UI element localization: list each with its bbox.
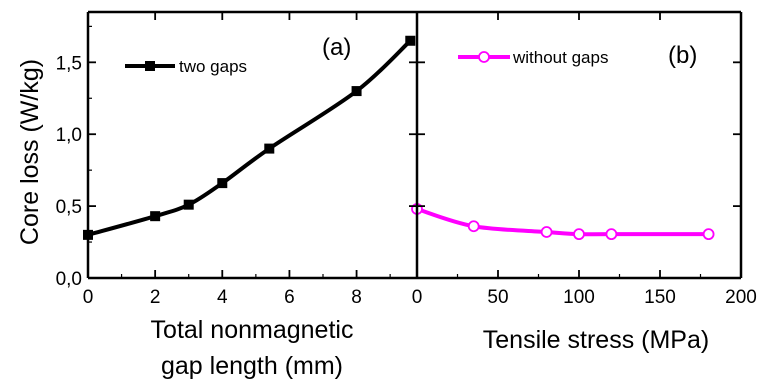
x-axis-title-a-line2: gap length (mm) xyxy=(161,352,343,380)
data-point-two-gaps xyxy=(150,211,161,222)
x-tick-label-b: 50 xyxy=(487,287,508,308)
x-tick-label-a: 2 xyxy=(150,287,161,308)
legend-marker-without-gaps xyxy=(478,51,490,63)
y-tick-label: 0,5 xyxy=(56,197,82,218)
data-point-two-gaps xyxy=(183,199,194,210)
data-point-without-gaps xyxy=(540,226,553,238)
x-tick-label-a: 6 xyxy=(284,287,295,308)
x-axis-title-a-line1: Total nonmagnetic xyxy=(151,316,354,344)
panel-b: 0 50 100 150 200 without gaps xyxy=(411,12,757,308)
data-point-without-gaps xyxy=(573,228,585,241)
panel-label-a: (a) xyxy=(322,34,351,61)
data-point-without-gaps xyxy=(605,228,618,241)
x-tick-label-a: 0 xyxy=(83,287,94,308)
data-point-without-gaps xyxy=(702,228,715,241)
x-tick-label-b: 0 xyxy=(412,287,423,308)
x-tick-label-b: 100 xyxy=(563,287,595,308)
x-tick-label-b: 150 xyxy=(644,287,676,308)
x-tick-label-a: 8 xyxy=(351,287,362,308)
panel-a: 0 2 4 6 8 two gaps xyxy=(83,12,416,308)
data-point-two-gaps xyxy=(217,178,228,189)
x-tick-label-b: 200 xyxy=(725,287,757,308)
data-point-two-gaps xyxy=(351,86,362,97)
y-tick-label: 1,5 xyxy=(56,53,82,74)
data-point-two-gaps xyxy=(405,35,416,46)
series-without-gaps-line xyxy=(416,207,709,237)
series-two-gaps-line xyxy=(87,39,412,237)
x-tick-label-a: 4 xyxy=(217,287,228,308)
panel-label-b: (b) xyxy=(668,42,697,69)
data-point-without-gaps xyxy=(467,220,480,233)
legend-marker-two-gaps xyxy=(145,61,155,71)
y-tick-label: 0,0 xyxy=(56,269,82,290)
data-point-two-gaps xyxy=(264,143,275,154)
y-axis-title: Core loss (W/kg) xyxy=(16,59,44,245)
legend-label-without-gaps: without gaps xyxy=(512,48,608,67)
y-tick-label: 1,0 xyxy=(56,125,82,146)
plot-frame: 0,0 0,5 1,0 1,5 xyxy=(56,10,743,290)
legend-label-two-gaps: two gaps xyxy=(179,57,247,76)
x-axis-title-b: Tensile stress (MPa) xyxy=(483,326,709,354)
